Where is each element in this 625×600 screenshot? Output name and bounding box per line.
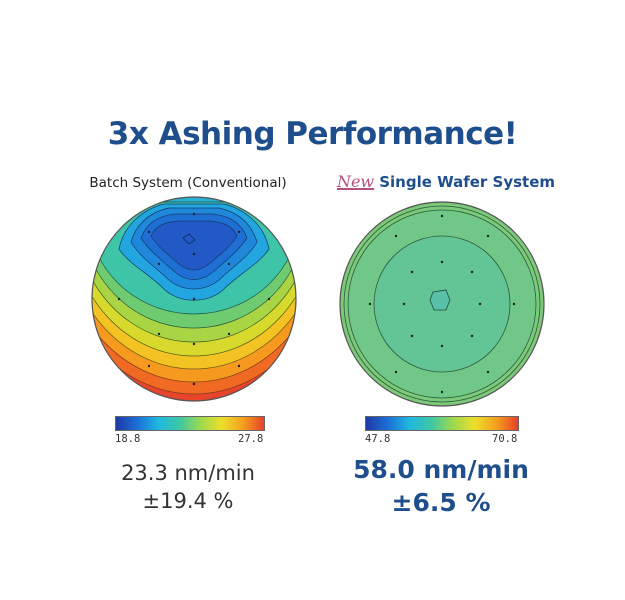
batch-color-scale xyxy=(115,416,265,431)
page-title: 3x Ashing Performance! xyxy=(107,116,518,152)
single-wafer-color-scale xyxy=(365,416,519,431)
batch-scale-max: 27.8 xyxy=(238,433,264,445)
single-wafer-uniformity: ±6.5 % xyxy=(391,488,491,517)
batch-scale-min: 18.8 xyxy=(115,433,141,445)
single-wafer-scale-min: 47.8 xyxy=(365,433,391,445)
batch-uniformity: ±19.4 % xyxy=(142,489,234,513)
batch-rate: 23.3 nm/min xyxy=(121,461,255,485)
single-wafer-rate: 58.0 nm/min xyxy=(353,455,529,484)
single-wafer-title: Single Wafer System xyxy=(379,173,556,191)
single-wafer-caption: New Single Wafer System xyxy=(316,172,576,191)
batch-wafer-map xyxy=(91,196,297,402)
new-label: New xyxy=(336,172,375,191)
single-wafer-map xyxy=(339,201,545,407)
single-wafer-scale-max: 70.8 xyxy=(492,433,518,445)
batch-system-caption: Batch System (Conventional) xyxy=(89,175,287,191)
